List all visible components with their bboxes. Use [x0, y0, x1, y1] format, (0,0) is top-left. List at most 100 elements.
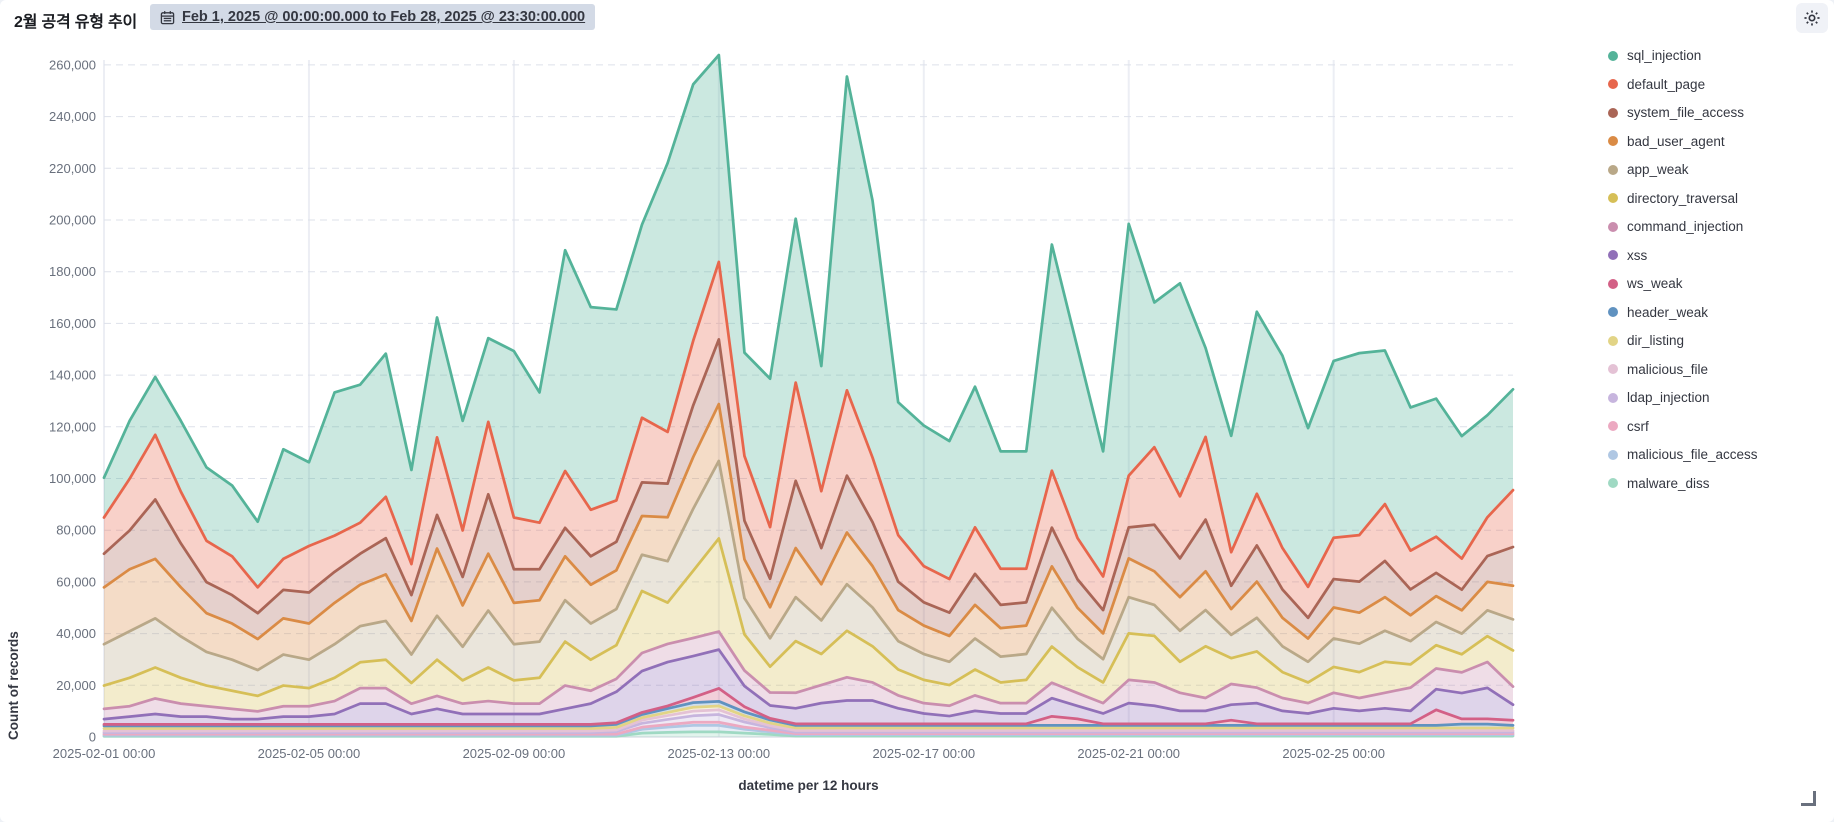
time-range-badge[interactable]: Feb 1, 2025 @ 00:00:00.000 to Feb 28, 20… — [150, 4, 596, 30]
area-line-app_weak — [102, 459, 1515, 672]
legend-item-system_file_access[interactable]: system_file_access — [1608, 103, 1828, 122]
legend-label: system_file_access — [1627, 105, 1745, 120]
panel-settings-button[interactable] — [1796, 3, 1828, 33]
y-tick-label: 260,000 — [49, 57, 96, 72]
panel-resize-handle[interactable] — [1801, 791, 1816, 806]
y-tick-label: 100,000 — [49, 471, 96, 486]
chart-legend: sql_injection default_page system_file_acc… — [1608, 46, 1828, 502]
legend-item-bad_user_agent[interactable]: bad_user_agent — [1608, 132, 1828, 151]
y-tick-label: 20,000 — [56, 678, 96, 693]
legend-dot-default_page — [1608, 79, 1618, 89]
legend-dot-directory_traversal — [1608, 193, 1618, 203]
legend-dot-dir_listing — [1608, 335, 1618, 346]
legend-dot-bad_user_agent — [1608, 136, 1618, 146]
legend-item-app_weak[interactable]: app_weak — [1608, 160, 1828, 179]
legend-item-header_weak[interactable]: header_weak — [1608, 303, 1828, 322]
legend-item-malicious_file[interactable]: malicious_file — [1608, 360, 1828, 379]
x-tick-label: 2025-02-25 00:00 — [1282, 746, 1385, 761]
legend-dot-header_weak — [1608, 307, 1618, 317]
legend-item-ws_weak[interactable]: ws_weak — [1608, 274, 1828, 293]
legend-item-malware_diss[interactable]: malware_diss — [1608, 474, 1828, 493]
legend-item-xss[interactable]: xss — [1608, 246, 1828, 265]
y-tick-label: 60,000 — [56, 574, 96, 589]
panel-title: 2월 공격 유형 추이 — [14, 14, 138, 31]
area-band-xss — [104, 649, 1513, 725]
time-range-label: Feb 1, 2025 @ 00:00:00.000 to Feb 28, 20… — [182, 9, 586, 25]
legend-dot-malicious_file — [1608, 364, 1618, 374]
y-tick-label: 180,000 — [49, 264, 96, 279]
y-tick-label: 220,000 — [49, 161, 96, 176]
area-band-directory_traversal — [104, 538, 1513, 712]
area-line-header_weak — [102, 699, 1515, 728]
y-tick-label: 0 — [89, 730, 96, 745]
area-line-sql_injection — [102, 53, 1515, 524]
legend-item-csrf[interactable]: csrf — [1608, 417, 1828, 436]
area-line-default_page — [102, 260, 1515, 589]
legend-item-dir_listing[interactable]: dir_listing — [1608, 331, 1828, 350]
y-tick-label: 160,000 — [49, 316, 96, 331]
legend-label: app_weak — [1627, 162, 1689, 177]
legend-label: dir_listing — [1627, 333, 1685, 348]
y-tick-label: 240,000 — [49, 109, 96, 124]
legend-item-command_injection[interactable]: command_injection — [1608, 217, 1828, 236]
legend-label: xss — [1627, 247, 1648, 263]
x-tick-label: 2025-02-05 00:00 — [258, 746, 361, 761]
y-tick-label: 200,000 — [49, 213, 96, 228]
legend-label: command_injection — [1627, 219, 1744, 234]
stacked-area-chart[interactable]: 0 20,000 40,000 60,000 80,000 100,000 120,000 1… — [0, 40, 1834, 810]
legend-label: malicious_file_access — [1627, 447, 1758, 462]
area-line-dir_listing — [102, 704, 1515, 730]
legend-dot-ws_weak — [1608, 278, 1618, 289]
area-band-sql_injection — [104, 55, 1513, 588]
legend-label: malicious_file — [1627, 361, 1709, 377]
x-tick-label: 2025-02-01 00:00 — [53, 746, 156, 761]
area-band-app_weak — [104, 460, 1513, 696]
legend-label: default_page — [1627, 76, 1706, 92]
legend-item-ldap_injection[interactable]: ldap_injection — [1608, 388, 1828, 407]
legend-dot-app_weak — [1608, 164, 1618, 175]
area-line-bad_user_agent — [102, 402, 1515, 641]
legend-label: directory_traversal — [1627, 190, 1739, 206]
area-line-malicious_file — [102, 708, 1515, 733]
calendar-icon — [160, 10, 175, 25]
x-tick-label: 2025-02-09 00:00 — [463, 746, 566, 761]
legend-label: ws_weak — [1627, 276, 1683, 291]
legend-dot-sql_injection — [1608, 50, 1618, 61]
area-line-ldap_injection — [102, 713, 1515, 734]
x-tick-label: 2025-02-13 00:00 — [668, 746, 771, 761]
legend-dot-system_file_access — [1608, 107, 1618, 118]
legend-item-directory_traversal[interactable]: directory_traversal — [1608, 189, 1828, 208]
area-line-xss — [102, 648, 1515, 721]
legend-label: malware_diss — [1627, 475, 1710, 491]
legend-item-malicious_file_access[interactable]: malicious_file_access — [1608, 445, 1828, 464]
legend-item-default_page[interactable]: default_page — [1608, 75, 1828, 94]
area-line-system_file_access — [102, 338, 1515, 620]
legend-dot-command_injection — [1608, 221, 1618, 232]
x-tick-label: 2025-02-17 00:00 — [872, 746, 975, 761]
legend-label: bad_user_agent — [1627, 133, 1725, 149]
legend-dot-malicious_file_access — [1608, 449, 1618, 460]
legend-label: header_weak — [1627, 304, 1709, 320]
legend-dot-xss — [1608, 250, 1618, 260]
x-tick-label: 2025-02-21 00:00 — [1077, 746, 1180, 761]
chart-canvas[interactable]: 0 20,000 40,000 60,000 80,000 100,000 120,000 1… — [0, 40, 1834, 810]
area-line-command_injection — [102, 630, 1515, 713]
legend-dot-ldap_injection — [1608, 392, 1618, 403]
y-tick-label: 140,000 — [49, 368, 96, 383]
y-tick-label: 80,000 — [56, 523, 96, 538]
area-line-directory_traversal — [102, 537, 1515, 698]
area-band-command_injection — [104, 631, 1513, 720]
legend-dot-csrf — [1608, 421, 1618, 431]
area-line-csrf — [102, 720, 1515, 736]
gear-icon — [1803, 9, 1821, 27]
y-tick-label: 120,000 — [49, 419, 96, 434]
y-axis-title: Count of records — [6, 631, 21, 740]
area-band-bad_user_agent — [104, 404, 1513, 671]
legend-dot-malware_diss — [1608, 478, 1618, 488]
legend-label: csrf — [1627, 418, 1649, 434]
y-tick-label: 40,000 — [56, 626, 96, 641]
legend-item-sql_injection[interactable]: sql_injection — [1608, 46, 1828, 65]
legend-label: sql_injection — [1627, 48, 1702, 63]
legend-label: ldap_injection — [1627, 390, 1710, 405]
